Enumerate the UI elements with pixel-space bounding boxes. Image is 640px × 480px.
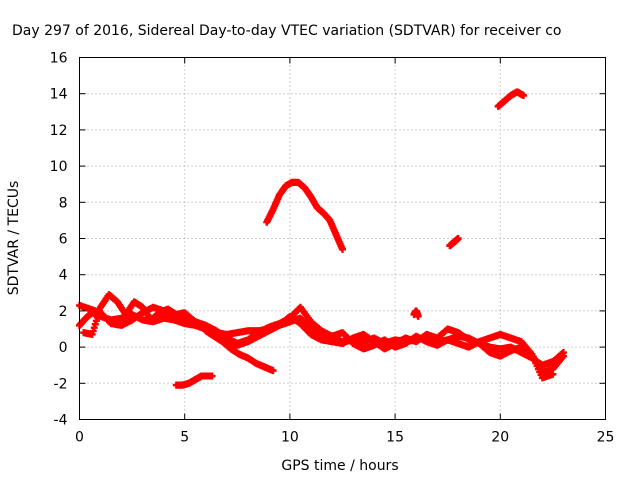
y-tick-label: 4: [59, 268, 68, 284]
series-track-g: [446, 235, 462, 250]
x-tick-label: 10: [281, 430, 299, 446]
y-tick-label: 8: [59, 195, 68, 211]
y-axis-label: SDTVAR / TECUs: [6, 181, 22, 296]
series-track-d: [202, 327, 277, 375]
plot-frame: [79, 57, 606, 420]
y-tick-label: 16: [50, 51, 68, 67]
data-point-plus: [549, 370, 557, 378]
y-tick-label: 12: [50, 123, 68, 139]
y-tick-label: 14: [50, 87, 68, 103]
data-point-plus: [414, 312, 422, 320]
data-point-plus: [269, 367, 277, 375]
y-tick-label: 6: [59, 232, 68, 248]
axis-ticks: 0 5 10 15 20 25 -4 -2 0 2 4 6 8 10 12 14 16: [50, 51, 615, 446]
x-tick-label: 15: [386, 430, 404, 446]
x-tick-label: 25: [597, 430, 615, 446]
data-point-plus: [519, 92, 527, 100]
data-point-plus: [208, 372, 216, 380]
data-point-plus: [454, 235, 462, 242]
series-track-e: [172, 372, 216, 389]
grid-lines: [79, 57, 606, 420]
data-points: [76, 88, 567, 389]
x-tick-label: 5: [180, 430, 189, 446]
y-tick-label: -2: [54, 376, 68, 392]
y-tick-label: 0: [59, 340, 68, 356]
series-track-h: [494, 88, 527, 110]
data-point-plus: [559, 352, 567, 360]
x-tick-label: 20: [491, 430, 509, 446]
y-tick-label: 2: [59, 304, 68, 320]
y-tick-label: 10: [50, 159, 68, 175]
series-track-f: [263, 178, 346, 253]
x-axis-label: GPS time / hours: [281, 458, 398, 474]
series-track-i: [410, 307, 422, 320]
data-point-plus: [339, 245, 346, 253]
y-tick-label: -4: [54, 413, 68, 429]
series-track-c: [80, 291, 557, 382]
x-tick-label: 0: [75, 430, 84, 446]
chart-title: Day 297 of 2016, Sidereal Day-to-day VTE…: [12, 23, 561, 39]
